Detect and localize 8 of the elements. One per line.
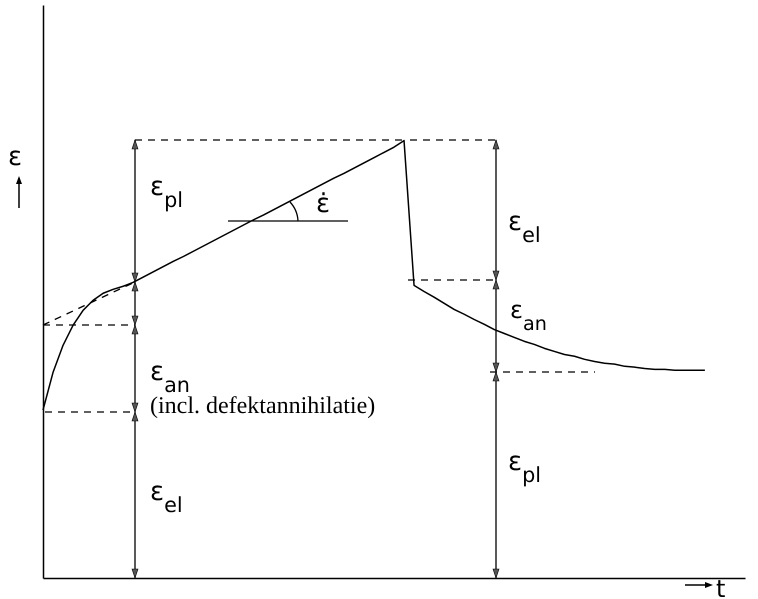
annotation: ε$_{el}$ [150, 477, 183, 517]
x-axis-title: t [716, 575, 726, 599]
annotation: ε̇ [316, 189, 330, 219]
annotation: ε$_{el}$ [508, 207, 541, 247]
y-axis-title: ε [8, 142, 22, 172]
annotation: ε$_{an}$ [510, 296, 547, 334]
annotation: ε$_{pl}$ [508, 447, 542, 487]
annotation: ε$_{pl}$ [150, 172, 184, 212]
